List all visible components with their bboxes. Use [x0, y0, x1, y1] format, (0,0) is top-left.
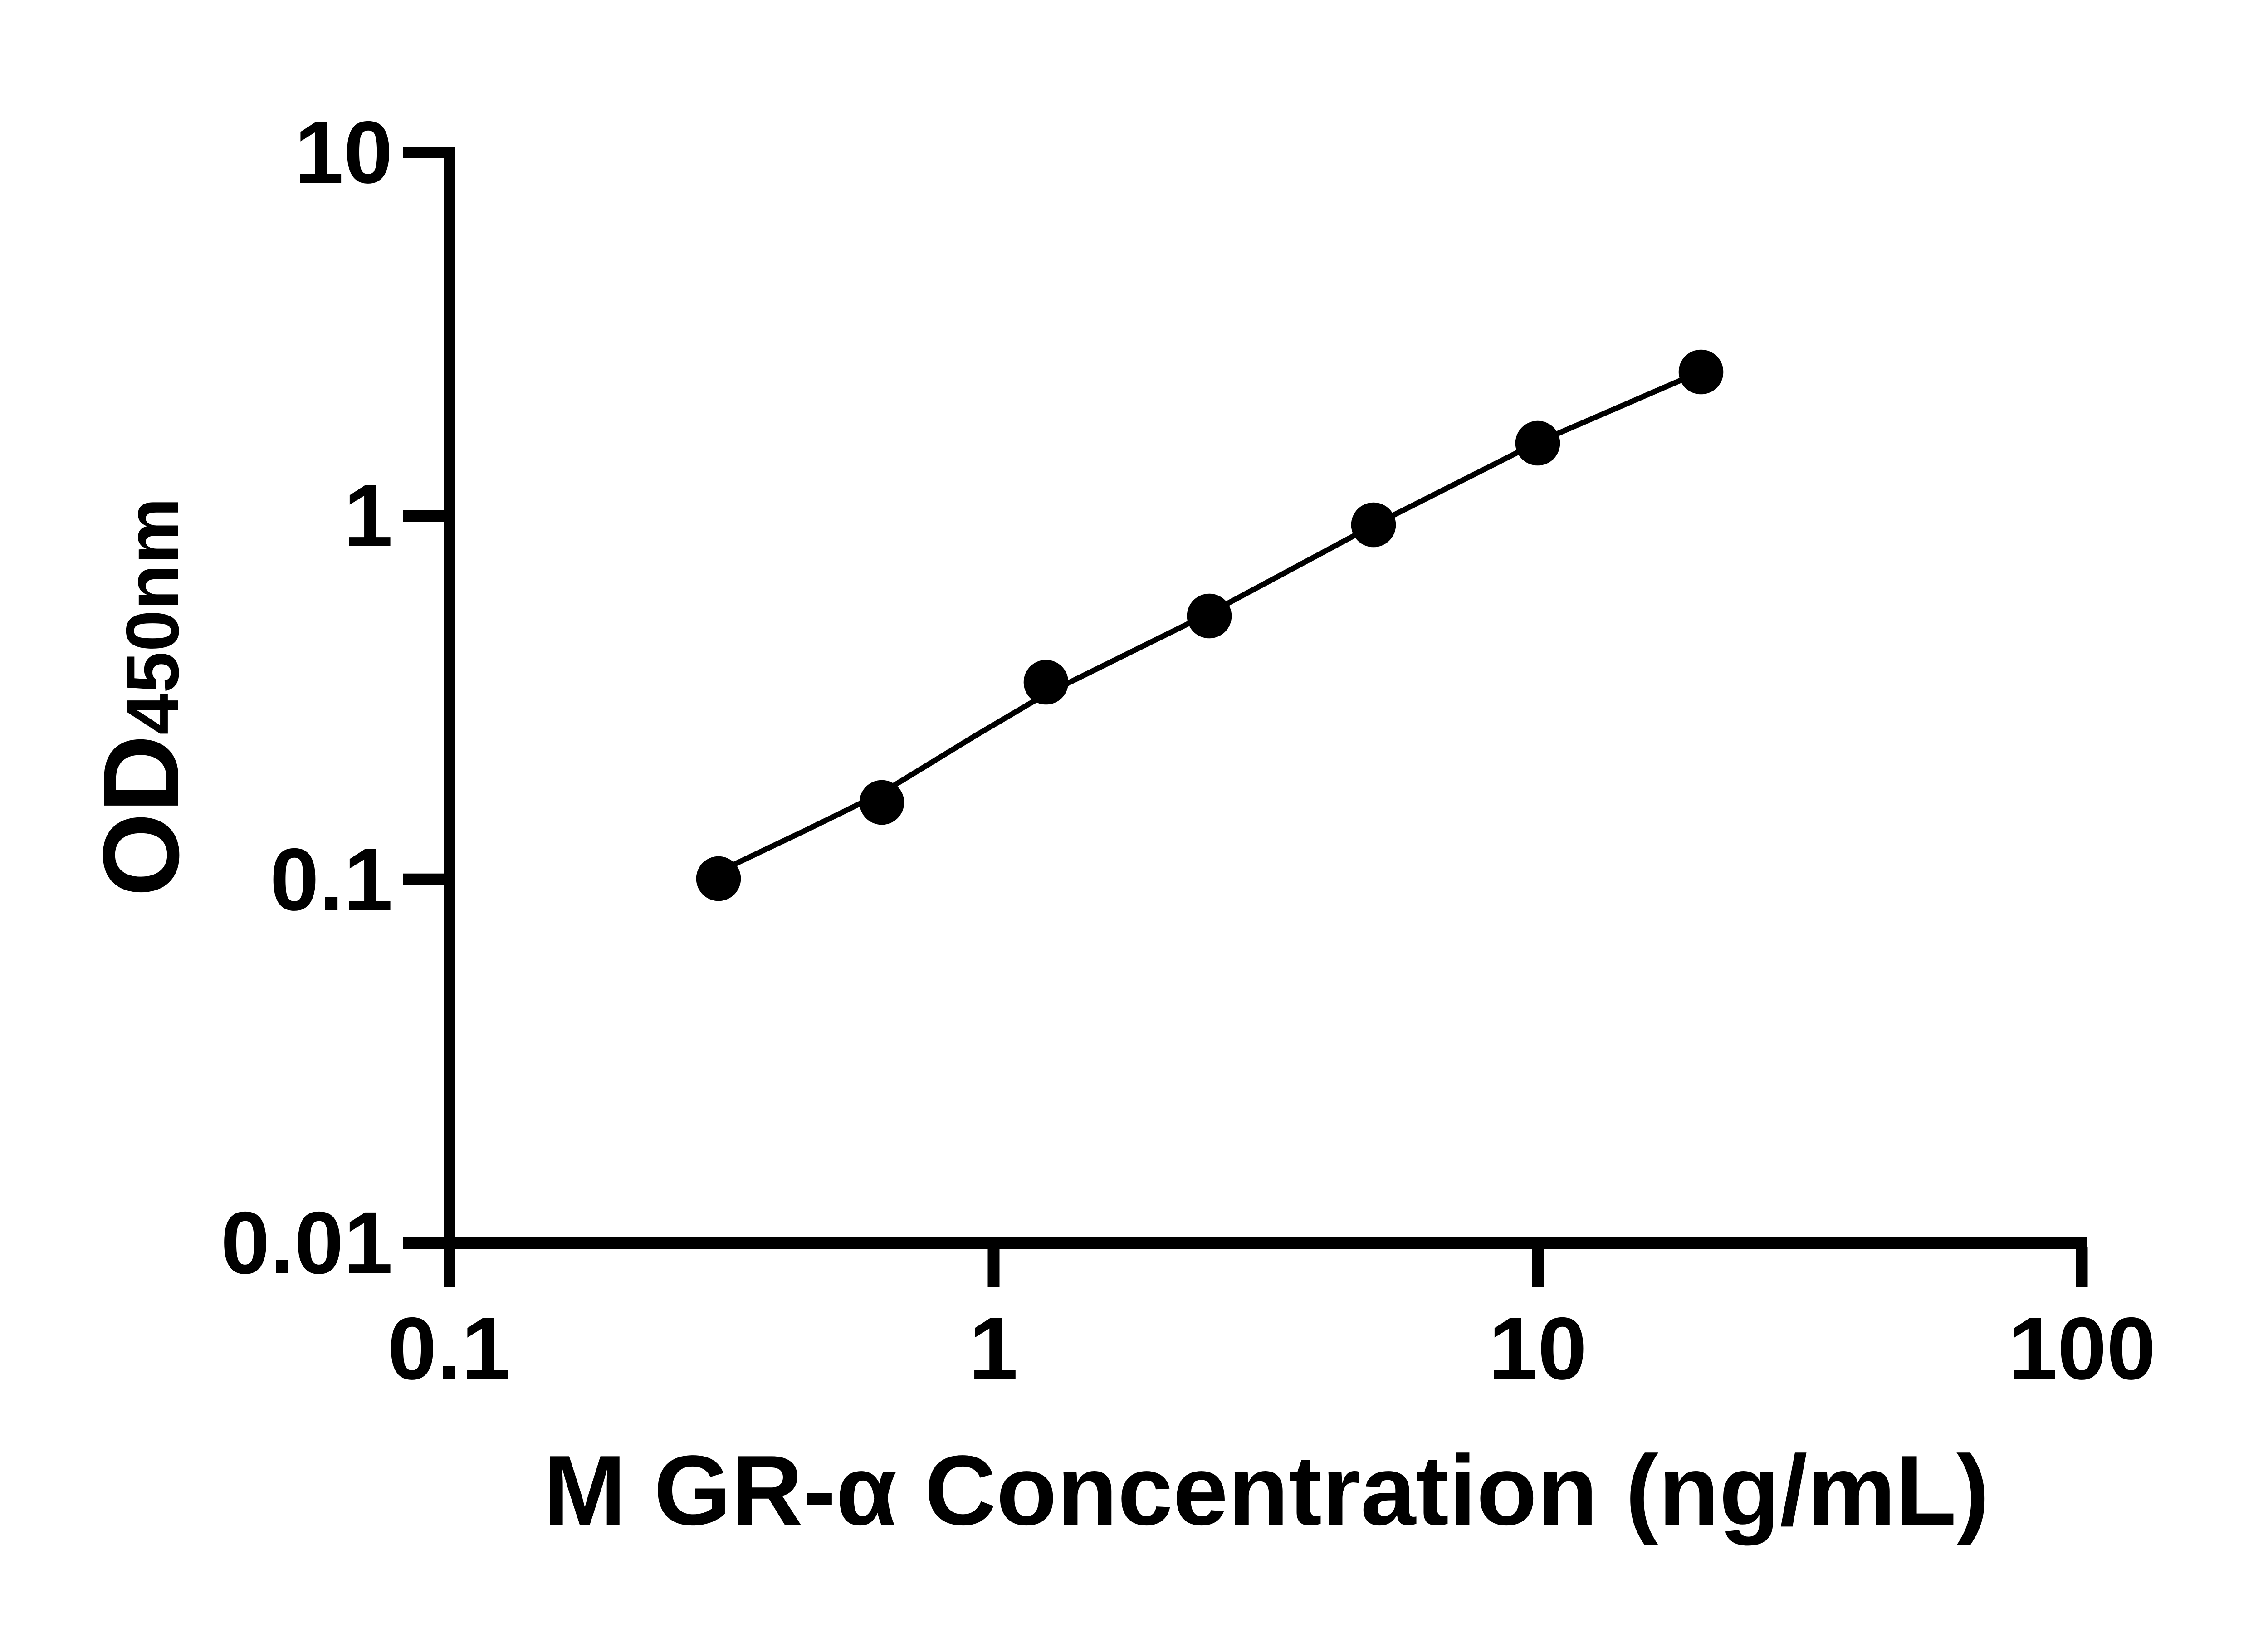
- svg-text:1: 1: [969, 1299, 1018, 1398]
- svg-text:OD450nm: OD450nm: [81, 498, 201, 897]
- svg-text:10: 10: [1489, 1299, 1587, 1398]
- svg-text:10: 10: [294, 103, 393, 202]
- svg-text:0.1: 0.1: [270, 830, 393, 929]
- svg-text:M GR-α Concentration (ng/mL): M GR-α Concentration (ng/mL): [543, 1435, 1989, 1546]
- svg-text:1: 1: [344, 466, 393, 565]
- svg-text:0.01: 0.01: [220, 1193, 393, 1292]
- svg-text:0.1: 0.1: [387, 1299, 510, 1398]
- svg-text:100: 100: [2008, 1299, 2156, 1398]
